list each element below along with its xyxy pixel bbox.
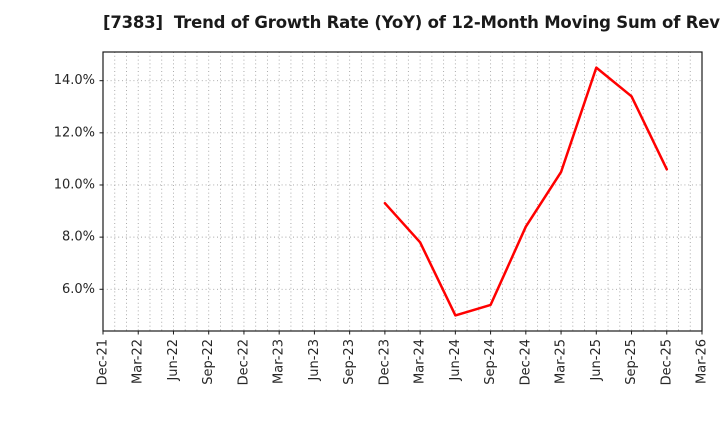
x-tick-label: Mar-23 xyxy=(272,339,287,384)
x-tick-label: Dec-24 xyxy=(518,339,533,385)
y-tick-label: 8.0% xyxy=(62,230,95,245)
y-tick-label: 6.0% xyxy=(62,282,95,297)
x-tick-label: Jun-22 xyxy=(166,339,181,382)
x-tick-label: Dec-22 xyxy=(236,339,251,385)
x-tick-label: Mar-22 xyxy=(131,339,146,384)
chart-title: [7383] Trend of Growth Rate (YoY) of 12-… xyxy=(103,13,720,32)
x-tick-label: Mar-24 xyxy=(413,339,428,384)
x-tick-label: Sep-22 xyxy=(201,339,216,385)
plot-border xyxy=(102,51,703,332)
x-tick-label: Sep-24 xyxy=(483,339,498,385)
x-tick-label: Mar-25 xyxy=(554,339,569,384)
growth-rate-line xyxy=(383,66,669,317)
x-tick-label: Jun-25 xyxy=(589,339,604,382)
y-tick-label: 10.0% xyxy=(54,177,95,192)
y-tick-label: 14.0% xyxy=(54,73,95,88)
x-tick-label: Jun-23 xyxy=(307,339,322,382)
x-tick-label: Sep-23 xyxy=(342,339,357,385)
x-tick-label: Dec-25 xyxy=(659,339,674,385)
x-tick-label: Jun-24 xyxy=(448,339,463,382)
y-tick-label: 12.0% xyxy=(54,125,95,140)
x-tick-label: Mar-26 xyxy=(695,339,710,384)
x-tick-label: Dec-23 xyxy=(377,339,392,385)
x-tick-label: Sep-25 xyxy=(624,339,639,385)
x-tick-label: Dec-21 xyxy=(96,339,111,385)
